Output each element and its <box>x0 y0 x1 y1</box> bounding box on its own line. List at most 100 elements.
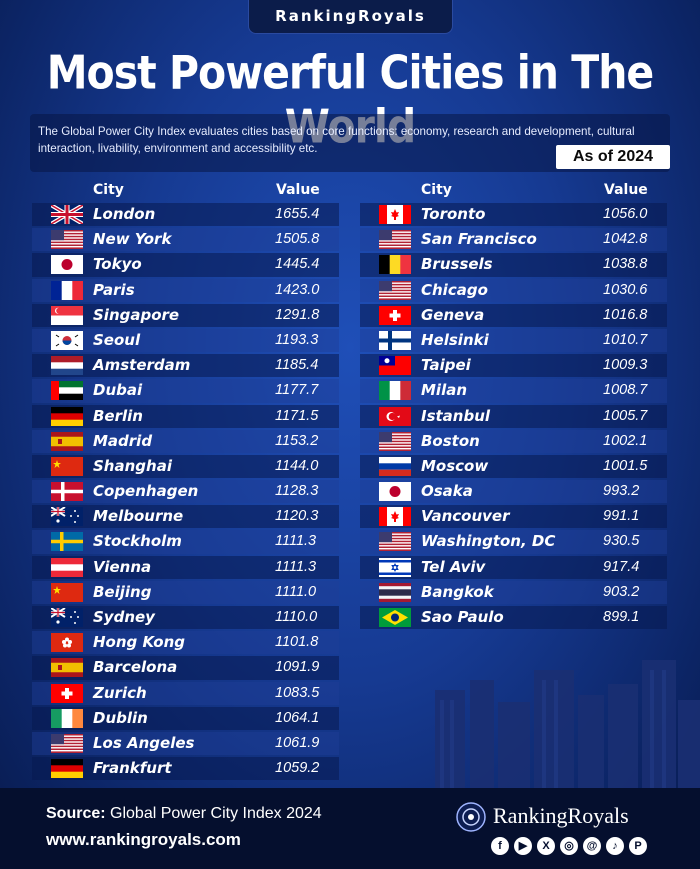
ie-flag-icon <box>51 708 83 728</box>
city-name: Berlin <box>93 406 143 425</box>
table-row: Madrid 1153.2 <box>32 429 339 454</box>
city-value: 1042.8 <box>603 231 648 248</box>
facebook-icon[interactable]: f <box>491 837 509 855</box>
as-of-badge: As of 2024 <box>556 145 670 169</box>
city-name: Toronto <box>421 205 486 223</box>
city-name: Zurich <box>93 683 147 702</box>
city-name: Geneva <box>421 305 485 324</box>
city-name: San Francisco <box>421 230 537 249</box>
city-value: 1101.8 <box>275 634 319 651</box>
us-flag-icon <box>379 431 411 451</box>
de-flag-icon <box>51 759 83 779</box>
city-column-header: City <box>93 182 124 198</box>
city-name: Shanghai <box>93 456 172 475</box>
city-skyline-illustration <box>435 660 700 800</box>
city-value: 903.2 <box>603 583 640 600</box>
nl-flag-icon <box>51 356 83 376</box>
ru-flag-icon <box>379 456 411 476</box>
table-row: Seoul 1193.3 <box>32 328 339 353</box>
x-icon[interactable]: X <box>537 837 555 855</box>
city-value: 993.2 <box>603 483 640 500</box>
city-name: Singapore <box>93 305 180 324</box>
pinterest-icon[interactable]: P <box>629 837 647 855</box>
city-value: 1120.3 <box>275 508 319 525</box>
city-name: Helsinki <box>421 330 489 349</box>
table-row: Brussels 1038.8 <box>360 252 667 277</box>
table-row: Washington, DC 930.5 <box>360 529 667 554</box>
city-name: London <box>93 205 156 223</box>
city-value: 1038.8 <box>603 256 648 273</box>
il-flag-icon <box>379 557 411 577</box>
city-name: Frankfurt <box>93 759 172 778</box>
city-name: Vancouver <box>421 507 510 526</box>
tiktok-icon[interactable]: ♪ <box>606 837 624 855</box>
es-flag-icon <box>51 431 83 451</box>
ca-flag-icon <box>379 205 411 224</box>
br-flag-icon <box>379 608 411 627</box>
city-name: Istanbul <box>421 406 491 425</box>
uk-flag-icon <box>51 205 83 224</box>
us-flag-icon <box>379 280 411 300</box>
instagram-icon[interactable]: ◎ <box>560 837 578 855</box>
city-value: 1016.8 <box>603 306 648 323</box>
table-row: Stockholm 1111.3 <box>32 529 339 554</box>
city-name: Brussels <box>421 255 493 274</box>
city-value: 1291.8 <box>275 306 320 323</box>
tr-flag-icon <box>379 406 411 426</box>
es-flag-icon <box>51 658 83 678</box>
website-link[interactable]: www.rankingroyals.com <box>46 830 241 849</box>
table-row: Taipei 1009.3 <box>360 353 667 378</box>
cn-flag-icon <box>51 582 83 602</box>
city-name: Stockholm <box>93 532 182 551</box>
city-name: Copenhagen <box>93 482 199 501</box>
table-row: London 1655.4 <box>32 202 339 227</box>
footer-bar <box>0 788 700 869</box>
us-flag-icon <box>379 532 411 552</box>
city-value: 1083.5 <box>275 684 320 701</box>
table-row: Toronto 1056.0 <box>360 202 667 227</box>
table-row: Amsterdam 1185.4 <box>32 353 339 378</box>
table-row: Los Angeles 1061.9 <box>32 731 339 756</box>
city-value: 1171.5 <box>275 407 319 424</box>
city-value: 1128.3 <box>275 483 319 500</box>
table-row: Beijing 1111.0 <box>32 580 339 605</box>
table-row: Boston 1002.1 <box>360 429 667 454</box>
table-row: Berlin 1171.5 <box>32 404 339 429</box>
us-flag-icon <box>51 230 83 250</box>
table-row: Bangkok 903.2 <box>360 580 667 605</box>
table-row: Geneva 1016.8 <box>360 303 667 328</box>
threads-icon[interactable]: @ <box>583 837 601 855</box>
fi-flag-icon <box>379 330 411 350</box>
jp-flag-icon <box>379 482 411 502</box>
au-flag-icon <box>51 608 83 627</box>
brand-logo-icon <box>456 802 486 832</box>
youtube-icon[interactable]: ▶ <box>514 837 532 855</box>
table-row: Copenhagen 1128.3 <box>32 479 339 504</box>
city-value: 1505.8 <box>275 231 320 248</box>
source-text: Global Power City Index 2024 <box>105 805 322 822</box>
brand-logo-text: RankingRoyals <box>493 803 629 828</box>
city-value: 1111.0 <box>275 583 317 600</box>
city-name: Washington, DC <box>421 532 556 551</box>
table-row: Dublin 1064.1 <box>32 706 339 731</box>
city-value: 917.4 <box>603 558 640 575</box>
city-value: 1177.7 <box>275 382 319 399</box>
table-row: New York 1505.8 <box>32 227 339 252</box>
city-value: 1153.2 <box>275 432 319 449</box>
value-column-header: Value <box>604 182 648 198</box>
ranking-table-left: City Value London 1655.4 New York 1505.8 Tok… <box>32 178 339 781</box>
city-name: Boston <box>421 431 480 450</box>
city-value: 1059.2 <box>275 760 320 777</box>
city-value: 1111.3 <box>275 533 317 550</box>
it-flag-icon <box>379 381 411 401</box>
city-value: 1193.3 <box>275 331 319 348</box>
city-name: Dubai <box>93 381 143 400</box>
city-name: Hong Kong <box>93 633 186 652</box>
city-value: 1010.7 <box>603 331 648 348</box>
city-value: 1445.4 <box>275 256 320 273</box>
table-row: Sao Paulo 899.1 <box>360 605 667 630</box>
city-value: 1002.1 <box>603 432 648 449</box>
source-line: Source: Global Power City Index 2024 <box>46 805 322 823</box>
table-row: Moscow 1001.5 <box>360 454 667 479</box>
city-name: Seoul <box>93 330 141 349</box>
